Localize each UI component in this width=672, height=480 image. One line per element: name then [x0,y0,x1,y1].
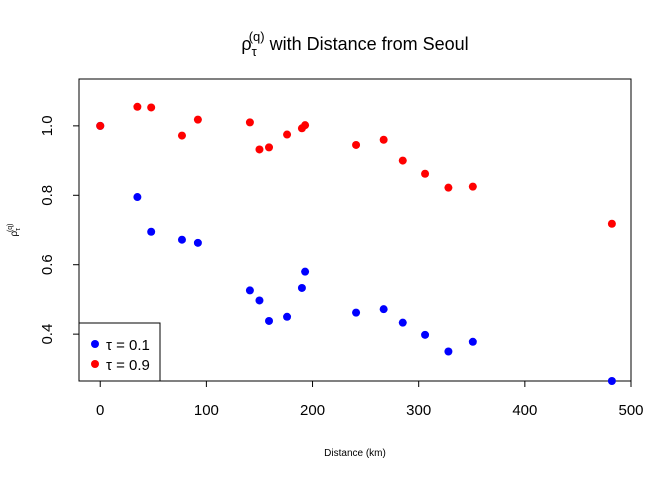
data-point [421,169,430,178]
y-label-symbol: ρ [9,231,20,237]
x-axis: 0 100 200 300 400 500 [96,381,644,419]
y-tick-label: 0.8 [39,185,56,206]
data-point [177,131,186,140]
data-point [245,286,254,295]
title-text: with Distance from Seoul [265,34,469,54]
y-axis: 0.4 0.6 0.8 1.0 [39,115,79,345]
title-symbol: ρ [241,34,251,54]
data-point [255,145,264,154]
legend-label-tau-0-9: τ = 0.9 [106,357,150,374]
x-tick-label: 0 [96,402,104,419]
data-point [193,238,202,247]
data-point [444,183,453,192]
data-point [283,130,292,139]
data-points [96,102,616,385]
data-point [468,337,477,346]
x-axis-label: Distance (km) [324,448,386,459]
data-point [444,347,453,356]
data-point [255,296,264,305]
y-label-subscript: τ [15,228,22,231]
data-point [398,318,407,327]
series-0 [96,121,616,385]
data-point [265,316,274,325]
data-point [133,193,142,202]
title-subscript: τ [252,44,258,59]
data-point [421,330,430,339]
y-axis-label: ρτ(q) [7,223,22,236]
plot-frame [78,78,632,382]
data-point [297,283,306,292]
data-point [177,235,186,244]
data-point [245,118,254,127]
data-point [379,305,388,314]
data-point [468,182,477,191]
data-point [352,308,361,317]
title-superscript: (q) [249,29,265,44]
legend-marker-tau-0-1 [91,340,99,348]
data-point [283,312,292,321]
x-tick-label: 100 [194,402,219,419]
data-point [133,102,142,111]
data-point [96,121,105,130]
y-tick-label: 0.4 [39,324,56,345]
y-label-superscript: (q) [7,223,14,232]
x-tick-label: 500 [618,402,643,419]
data-point [352,140,361,149]
x-tick-label: 400 [512,402,537,419]
x-tick-label: 200 [300,402,325,419]
data-point [607,377,616,385]
legend-marker-tau-0-9 [91,360,99,368]
data-point [193,115,202,124]
series-1 [96,102,616,228]
data-point [379,135,388,144]
y-tick-label: 1.0 [39,115,56,136]
data-point [398,156,407,165]
legend-label-tau-0-1: τ = 0.1 [106,337,150,354]
data-point [301,267,310,276]
data-point [607,219,616,228]
legend-box [78,322,161,382]
data-point [265,143,274,152]
data-point [147,103,156,112]
legend: τ = 0.1 τ = 0.9 [78,322,161,382]
x-tick-label: 300 [406,402,431,419]
data-point [301,121,310,130]
y-tick-label: 0.6 [39,254,56,275]
chart-title: ρτ(q) with Distance from Seoul [241,29,468,59]
data-point [147,227,156,236]
